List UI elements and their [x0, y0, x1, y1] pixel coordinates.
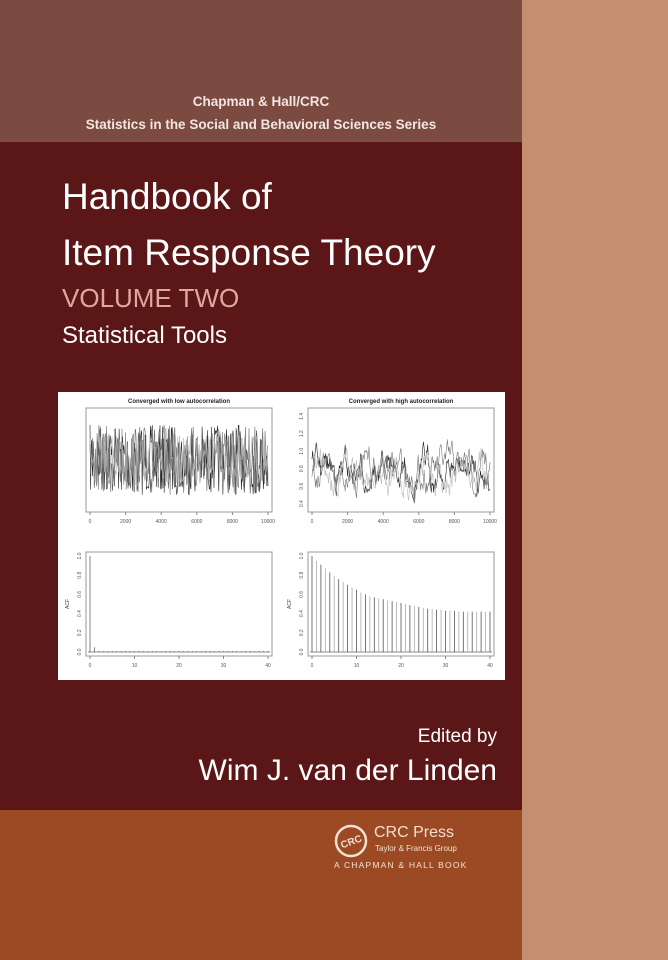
- x-tick-label: 40: [487, 663, 493, 669]
- x-tick-label: 4000: [156, 519, 167, 525]
- x-tick-label: 2000: [342, 519, 353, 525]
- cover-figure: Converged with low autocorrelation 0 2000 4…: [58, 392, 505, 680]
- spine-strip: [522, 0, 668, 960]
- y-tick-label: 0.8: [77, 572, 83, 579]
- y-tick-label: 1.0: [299, 552, 305, 559]
- trace-line: [311, 446, 491, 501]
- x-tick-label: 10: [132, 663, 138, 669]
- x-tick-label: 4000: [378, 519, 389, 525]
- y-tick-label: 0.6: [77, 591, 83, 598]
- x-tick-label: 2000: [120, 519, 131, 525]
- publisher-name: CRC Press: [374, 824, 455, 841]
- y-tick-label: 0.6: [299, 482, 305, 489]
- plot-frame: [307, 407, 495, 513]
- trace-line: [89, 435, 269, 485]
- publisher-group: Taylor & Francis Group: [375, 844, 457, 853]
- volume-label: VOLUME TWO: [62, 283, 240, 313]
- y-tick-label: 1.2: [299, 430, 305, 437]
- trace-plot-low: Converged with low autocorrelation 0 2000 4…: [85, 399, 275, 525]
- top-band: [0, 0, 522, 142]
- y-tick-label: 1.0: [77, 552, 83, 559]
- y-tick-label: 0.2: [77, 629, 83, 636]
- x-tick-label: 8000: [449, 519, 460, 525]
- y-tick-label: 1.4: [299, 413, 305, 420]
- series-name: Chapman & Hall/CRC: [192, 94, 330, 109]
- title-line-1: Handbook of: [62, 176, 272, 217]
- x-tick-label: 0: [311, 519, 314, 525]
- svg-text:CRC: CRC: [339, 834, 363, 852]
- title-line-2: Item Response Theory: [62, 232, 436, 273]
- y-tick-label: 0.6: [299, 591, 305, 598]
- x-tick-label: 30: [443, 663, 449, 669]
- x-tick-label: 10000: [483, 519, 497, 525]
- x-tick-label: 8000: [227, 519, 238, 525]
- y-tick-label: 0.2: [299, 629, 305, 636]
- y-tick-label: 0.4: [299, 500, 305, 507]
- y-tick-label: 0.4: [299, 610, 305, 617]
- x-tick-label: 20: [398, 663, 404, 669]
- edited-by: Edited by: [417, 726, 497, 747]
- y-tick-label: 0.8: [299, 465, 305, 472]
- subtitle: Statistical Tools: [62, 322, 227, 349]
- crc-logo-icon: CRC: [334, 824, 368, 858]
- editor-name: Wim J. van der Linden: [198, 754, 497, 787]
- x-tick-label: 0: [89, 663, 92, 669]
- x-tick-label: 6000: [413, 519, 424, 525]
- imprint: A CHAPMAN & HALL BOOK: [334, 860, 468, 870]
- plot-frame: [85, 407, 273, 513]
- x-tick-label: 10000: [261, 519, 275, 525]
- plot-frame: [85, 551, 273, 657]
- bottom-band: [0, 810, 522, 960]
- x-tick-label: 20: [176, 663, 182, 669]
- acf-plot-low: 0 10 20 30 40 0.0 0.2 0.4 0.6 0.8 1.0 ACF: [65, 551, 273, 669]
- x-tick-label: 30: [221, 663, 227, 669]
- y-tick-label: 1.0: [299, 448, 305, 455]
- y-tick-label: 0.0: [77, 648, 83, 655]
- publisher-logo: CRC CRC Press Taylor & Francis Group A C…: [334, 822, 514, 882]
- trace-line: [89, 425, 269, 495]
- y-axis-label: ACF: [65, 599, 71, 609]
- x-tick-label: 0: [89, 519, 92, 525]
- y-axis-label: ACF: [287, 599, 293, 609]
- y-tick-label: 0.4: [77, 610, 83, 617]
- x-tick-label: 40: [265, 663, 271, 669]
- y-tick-label: 0.0: [299, 648, 305, 655]
- chart-title: Converged with high autocorrelation: [349, 399, 454, 405]
- y-tick-label: 0.8: [299, 572, 305, 579]
- x-tick-label: 10: [354, 663, 360, 669]
- chart-title: Converged with low autocorrelation: [128, 399, 230, 405]
- x-tick-label: 6000: [191, 519, 202, 525]
- series-subtitle: Statistics in the Social and Behavioral …: [85, 117, 437, 132]
- trace-plot-high: Converged with high autocorrelation 0 2000…: [299, 399, 497, 525]
- acf-plot-high: 0 10 20 30 40 0.0 0.2 0.4 0.6 0.8 1.0 ACF: [287, 551, 495, 669]
- x-tick-label: 0: [311, 663, 314, 669]
